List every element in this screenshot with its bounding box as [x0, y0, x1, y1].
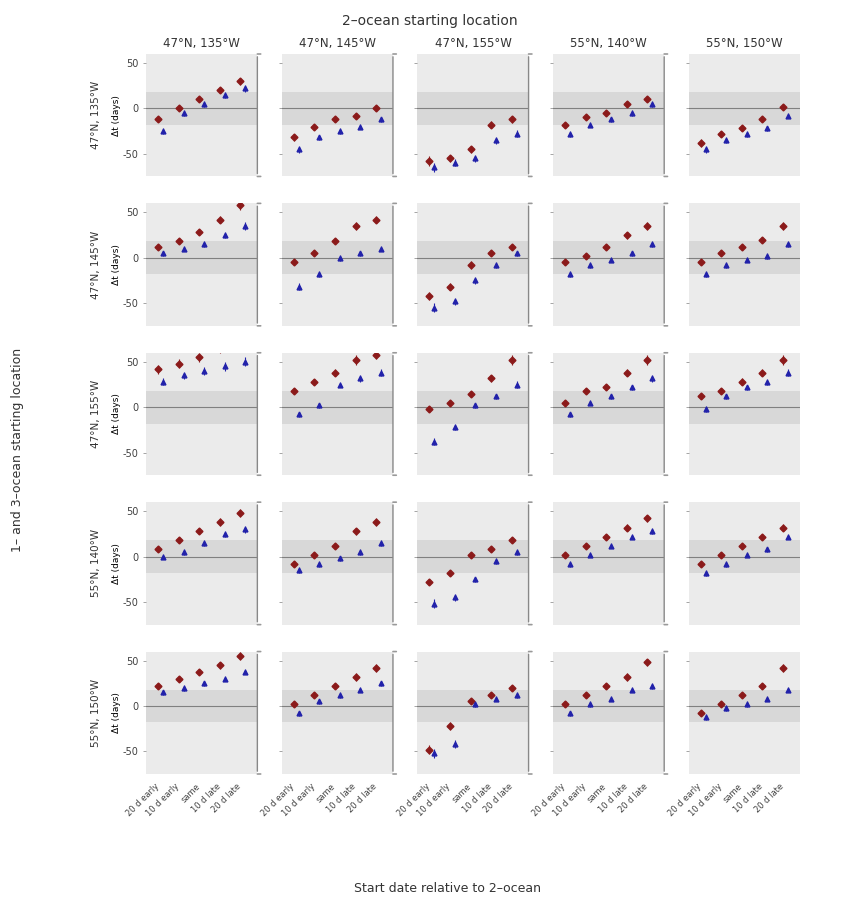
- Y-axis label: Δt (days): Δt (days): [113, 94, 121, 136]
- Bar: [146, 92, 257, 125]
- Bar: [282, 241, 393, 274]
- Bar: [417, 689, 529, 723]
- Title: 55°N, 150°W: 55°N, 150°W: [706, 37, 783, 50]
- Title: 47°N, 145°W: 47°N, 145°W: [299, 37, 376, 50]
- Bar: [282, 391, 393, 424]
- Bar: [689, 689, 800, 723]
- Bar: [146, 689, 257, 723]
- Bar: [553, 391, 664, 424]
- Bar: [553, 241, 664, 274]
- Text: Start date relative to 2–ocean: Start date relative to 2–ocean: [353, 883, 541, 896]
- Text: 47°N, 135°W: 47°N, 135°W: [91, 81, 101, 149]
- Bar: [146, 241, 257, 274]
- Bar: [689, 241, 800, 274]
- Bar: [553, 689, 664, 723]
- Text: 47°N, 145°W: 47°N, 145°W: [91, 230, 101, 299]
- Bar: [146, 540, 257, 573]
- Bar: [553, 92, 664, 125]
- Bar: [282, 92, 393, 125]
- Bar: [282, 540, 393, 573]
- Y-axis label: Δt (days): Δt (days): [113, 244, 121, 285]
- Title: 55°N, 140°W: 55°N, 140°W: [570, 37, 647, 50]
- Text: 55°N, 150°W: 55°N, 150°W: [91, 679, 101, 747]
- Text: 47°N, 155°W: 47°N, 155°W: [91, 380, 101, 448]
- Bar: [553, 540, 664, 573]
- Bar: [689, 540, 800, 573]
- Y-axis label: Δt (days): Δt (days): [113, 692, 121, 734]
- Bar: [689, 92, 800, 125]
- Bar: [282, 689, 393, 723]
- Text: 1– and 3–ocean starting location: 1– and 3–ocean starting location: [10, 348, 24, 552]
- Bar: [146, 391, 257, 424]
- Bar: [689, 391, 800, 424]
- Bar: [417, 391, 529, 424]
- Text: 2–ocean starting location: 2–ocean starting location: [342, 14, 518, 28]
- Bar: [417, 241, 529, 274]
- Y-axis label: Δt (days): Δt (days): [113, 393, 121, 435]
- Title: 47°N, 135°W: 47°N, 135°W: [163, 37, 240, 50]
- Bar: [417, 92, 529, 125]
- Bar: [417, 540, 529, 573]
- Text: 55°N, 140°W: 55°N, 140°W: [91, 529, 101, 598]
- Title: 47°N, 155°W: 47°N, 155°W: [434, 37, 512, 50]
- Y-axis label: Δt (days): Δt (days): [113, 543, 121, 584]
